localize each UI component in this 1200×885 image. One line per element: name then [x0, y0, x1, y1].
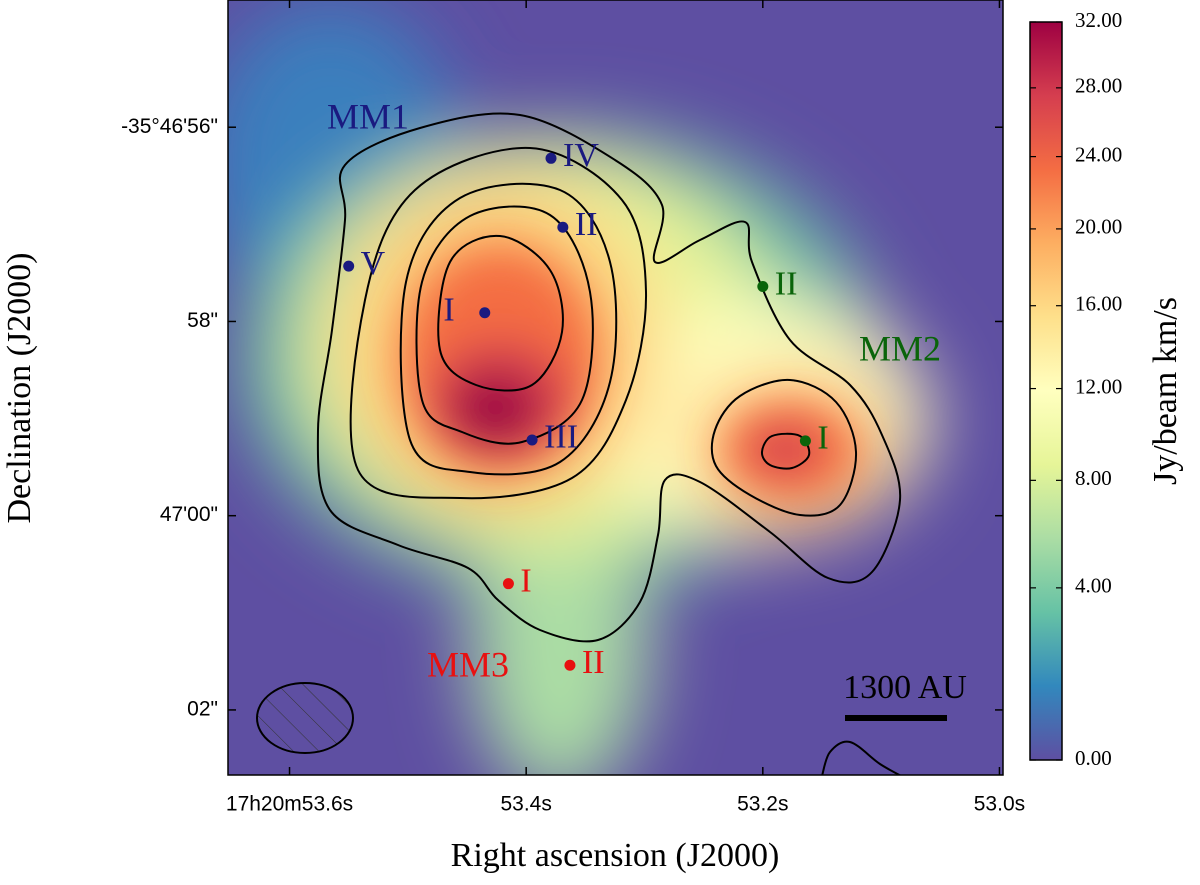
- source-label: II: [575, 206, 598, 243]
- source: [526, 434, 538, 446]
- scale-bar-label: 1300 AU: [843, 669, 967, 706]
- source: [545, 152, 557, 164]
- y-axis-label: Declination (J2000): [1, 253, 38, 524]
- colorbar-tick-label: 32.00: [1075, 8, 1122, 32]
- group-label: MM1: [327, 96, 409, 136]
- x-tick-label: 53.2s: [737, 793, 788, 816]
- source-label: II: [582, 644, 605, 681]
- emission-map: [228, 0, 1003, 775]
- x-tick-label: 53.0s: [974, 793, 1025, 816]
- source-label: I: [817, 420, 828, 457]
- contour: [316, 112, 902, 643]
- contour: [349, 146, 648, 500]
- contour: [437, 234, 564, 392]
- beam: [256, 682, 354, 754]
- source: [343, 260, 355, 272]
- colorbar-tick-label: 8.00: [1075, 466, 1112, 490]
- source-label: IV: [563, 137, 599, 174]
- colorbar-tick-label: 4.00: [1075, 574, 1112, 598]
- source-label: V: [361, 245, 386, 282]
- colorbar: [1029, 21, 1063, 761]
- group-label: MM3: [427, 644, 509, 684]
- group-label: MM2: [859, 328, 941, 368]
- contour: [760, 432, 811, 470]
- y-tick-label: 47'00": [160, 503, 218, 526]
- source: [557, 221, 569, 233]
- contour: [399, 182, 618, 476]
- source: [757, 280, 769, 292]
- x-axis-label: Right ascension (J2000): [451, 837, 780, 874]
- contour: [710, 378, 858, 517]
- source-label: I: [443, 292, 454, 329]
- source: [799, 435, 811, 447]
- contour: [415, 205, 594, 445]
- source-label: II: [775, 265, 798, 302]
- source-label: III: [544, 419, 578, 456]
- source-label: I: [520, 562, 531, 599]
- colorbar-tick-label: 0.00: [1075, 746, 1112, 770]
- y-tick-label: 58": [187, 309, 218, 332]
- colorbar-tick-label: 20.00: [1075, 215, 1122, 239]
- colorbar-label: Jy/beam km/s: [1147, 297, 1184, 485]
- y-tick-label: -35°46'56": [121, 115, 218, 138]
- contours: [316, 112, 902, 775]
- contour: [821, 740, 902, 775]
- colorbar-tick-label: 16.00: [1075, 292, 1122, 316]
- source: [502, 578, 514, 590]
- colorbar-tick-label: 28.00: [1075, 74, 1122, 98]
- colorbar-tick-label: 12.00: [1075, 374, 1122, 398]
- x-tick-label: 53.4s: [500, 793, 551, 816]
- y-tick-label: 02": [187, 697, 218, 720]
- plot-frame: [227, 0, 1004, 776]
- source: [564, 659, 576, 671]
- source: [479, 307, 491, 319]
- colorbar-tick-label: 24.00: [1075, 142, 1122, 166]
- x-tick-label: 17h20m53.6s: [226, 793, 353, 816]
